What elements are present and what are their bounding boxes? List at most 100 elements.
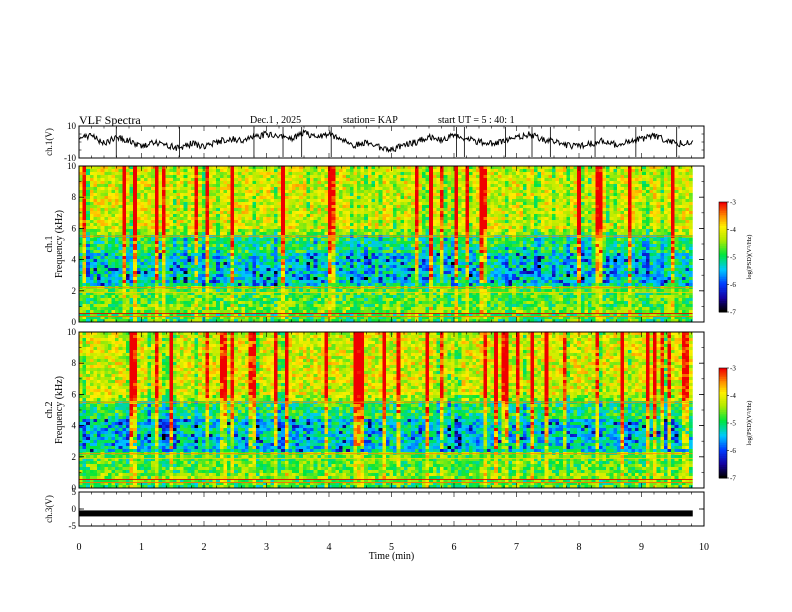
spectrogram-cell xyxy=(421,235,426,239)
spectrogram-cell xyxy=(208,244,213,248)
spectrogram-cell xyxy=(436,223,441,227)
spectrogram-cell xyxy=(115,223,120,227)
spectrogram-cell xyxy=(541,166,546,170)
spectrogram-cell xyxy=(93,169,98,173)
spectrogram-cell xyxy=(461,214,466,218)
spectrogram-cell xyxy=(223,169,228,173)
spectrogram-cell xyxy=(562,235,567,239)
spectrogram-cell xyxy=(79,250,84,254)
spectrogram-cell xyxy=(259,241,264,245)
spectrogram-cell xyxy=(346,229,351,233)
spectrogram-cell xyxy=(436,199,441,203)
spectrogram-cell xyxy=(407,223,412,227)
spectrogram-cell xyxy=(154,205,159,209)
spectrogram-cell xyxy=(241,181,246,185)
spectrogram-cell xyxy=(140,220,145,224)
spectrogram-cell xyxy=(302,205,307,209)
spectrogram-cell xyxy=(526,172,531,176)
spectrogram-cell xyxy=(165,202,170,206)
spectrogram-cell xyxy=(230,241,235,245)
spectrogram-cell xyxy=(162,178,167,182)
spectrogram-cell xyxy=(479,235,484,239)
spectrogram-cell xyxy=(111,217,116,221)
spectrogram-cell xyxy=(292,199,297,203)
spectrogram-cell xyxy=(187,247,192,251)
spectrogram-cell xyxy=(573,187,578,191)
spectrogram-cell xyxy=(255,214,260,218)
spectrogram-cell xyxy=(515,217,520,221)
spectrogram-cell xyxy=(320,217,325,221)
spectrogram-cell xyxy=(602,172,607,176)
spectrogram-cell xyxy=(187,223,192,227)
spectrogram-cell xyxy=(479,175,484,179)
spectrogram-cell xyxy=(360,205,365,209)
spectrogram-cell xyxy=(407,196,412,200)
spectrogram-cell xyxy=(580,241,585,245)
spectrogram-cell xyxy=(638,196,643,200)
spectrogram-cell xyxy=(497,184,502,188)
spectrogram-cell xyxy=(237,238,242,242)
spectrogram-cell xyxy=(245,214,250,218)
spectrogram-cell xyxy=(674,214,679,218)
spectrogram-cell xyxy=(284,190,289,194)
spectrogram-cell xyxy=(454,166,459,170)
spectrogram-cell xyxy=(595,226,600,230)
spectrogram-cell xyxy=(541,199,546,203)
spectrogram-cell xyxy=(273,250,278,254)
spectrogram-cell xyxy=(436,190,441,194)
spectrogram-cell xyxy=(685,193,690,197)
spectrogram-cell xyxy=(82,181,87,185)
spectrogram-cell xyxy=(216,187,221,191)
spectrogram-cell xyxy=(508,238,513,242)
spectrogram-cell xyxy=(331,202,336,206)
spectrogram-cell xyxy=(656,211,661,215)
spectrogram-cell xyxy=(407,232,412,236)
spectrogram-cell xyxy=(609,217,614,221)
spectrogram-cell xyxy=(566,220,571,224)
spectrogram-cell xyxy=(660,223,665,227)
spectrogram-cell xyxy=(190,199,195,203)
spectrogram-cell xyxy=(201,232,206,236)
spectrogram-cell xyxy=(367,229,372,233)
spectrogram-cell xyxy=(299,181,304,185)
spectrogram-cell xyxy=(292,244,297,248)
spectrogram-cell xyxy=(111,232,116,236)
spectrogram-cell xyxy=(663,193,668,197)
spectrogram-cell xyxy=(501,229,506,233)
spectrogram-cell xyxy=(190,196,195,200)
spectrogram-cell xyxy=(429,193,434,197)
spectrogram-cell xyxy=(548,199,553,203)
spectrogram-cell xyxy=(681,217,686,221)
spectrogram-cell xyxy=(616,241,621,245)
spectrogram-cell xyxy=(638,199,643,203)
spectrogram-cell xyxy=(613,172,618,176)
spectrogram-cell xyxy=(508,181,513,185)
spectrogram-cell xyxy=(79,178,84,182)
spectrogram-cell xyxy=(183,211,188,215)
spectrogram-cell xyxy=(147,178,152,182)
spectrogram-cell xyxy=(393,190,398,194)
spectrogram-cell xyxy=(342,226,347,230)
spectrogram-cell xyxy=(476,211,481,215)
spectrogram-cell xyxy=(418,250,423,254)
spectrogram-cell xyxy=(129,169,134,173)
spectrogram-cell xyxy=(494,178,499,182)
spectrogram-cell xyxy=(465,172,470,176)
spectrogram-cell xyxy=(440,205,445,209)
spectrogram-cell xyxy=(115,199,120,203)
spectrogram-cell xyxy=(476,196,481,200)
spectrogram-cell xyxy=(364,229,369,233)
spectrogram-cell xyxy=(378,220,383,224)
spectrogram-cell xyxy=(252,244,257,248)
spectrogram-cell xyxy=(223,226,228,230)
spectrogram-cell xyxy=(598,181,603,185)
spectrogram-cell xyxy=(208,187,213,191)
spectrogram-cell xyxy=(400,250,405,254)
spectrogram-cell xyxy=(642,238,647,242)
spectrogram-cell xyxy=(620,226,625,230)
spectrogram-cell xyxy=(530,169,535,173)
spectrogram-cell xyxy=(450,199,455,203)
spectrogram-cell xyxy=(591,184,596,188)
spectrogram-cell xyxy=(346,202,351,206)
